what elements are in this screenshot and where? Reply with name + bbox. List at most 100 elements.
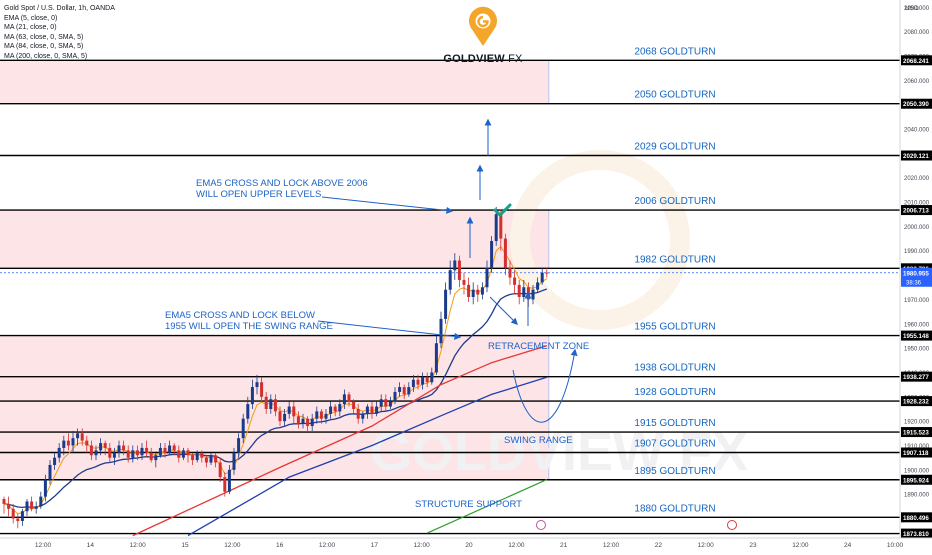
level-price-tag-text: 2068.241 <box>903 58 929 65</box>
price-tick: 2040.000 <box>904 128 930 134</box>
candle-body <box>269 399 273 409</box>
candle-body <box>122 445 126 451</box>
time-tick: 12:00 <box>130 542 147 549</box>
goldturn-label-6: 1938 GOLDTURN <box>634 363 715 374</box>
candle-body <box>172 445 176 451</box>
goldturn-label-9: 1907 GOLDTURN <box>634 439 715 450</box>
candle-body <box>241 418 245 439</box>
candle-body <box>43 479 47 497</box>
candle <box>241 413 245 444</box>
candle <box>273 394 277 417</box>
candle-body <box>379 399 383 407</box>
time-tick: 12:00 <box>508 542 525 549</box>
goldturn-label-5: 1955 GOLDTURN <box>634 322 715 333</box>
level-price-tag-text: 1928.232 <box>903 399 929 406</box>
candle <box>195 450 199 463</box>
candle-body <box>117 445 121 453</box>
logo-brand: GOLDVIEW <box>443 53 505 65</box>
candle-body <box>485 267 489 288</box>
candle-body <box>476 289 480 295</box>
level-price-tag <box>901 528 932 539</box>
candle-body <box>292 406 296 417</box>
candle <box>80 428 84 446</box>
candle <box>462 272 466 295</box>
candle <box>287 401 291 419</box>
time-axis-layer: 12:00 14 12:00 15 12:00 16 12:00 17 12:00 20 12:00… <box>0 537 932 550</box>
current-price-tag <box>901 267 932 287</box>
candle <box>361 411 365 424</box>
candle-body <box>536 282 540 290</box>
candle-body <box>434 343 438 373</box>
candle-body <box>499 214 503 239</box>
candle-body <box>494 214 498 242</box>
price-axis-unit: USD <box>905 5 919 12</box>
candle-body <box>71 438 75 446</box>
price-tick: 1970.000 <box>904 298 930 304</box>
candle <box>204 455 208 468</box>
candle <box>388 396 392 409</box>
time-tick: 12:00 <box>35 542 52 549</box>
indicator-ma200[interactable]: MA (200, close, 0, SMA, 5) <box>4 52 88 60</box>
time-tick: 10:00 <box>887 542 904 549</box>
indicator-ema5[interactable]: EMA (5, close, 0) <box>4 14 58 22</box>
candle <box>347 391 351 407</box>
candle <box>517 279 521 305</box>
candle-body <box>398 387 402 392</box>
candle-body <box>39 496 43 507</box>
candle <box>85 435 89 453</box>
candle <box>310 413 314 431</box>
candle-body <box>278 411 282 422</box>
goldturn-label-3: 2006 GOLDTURN <box>634 196 715 207</box>
candle <box>536 277 540 293</box>
annotation-lower-line2: 1955 WILL OPEN THE SWING RANGE <box>165 321 333 332</box>
candle-body <box>218 462 222 478</box>
candle-body <box>329 406 333 414</box>
candle-body <box>255 382 259 388</box>
level-price-tag-text: 2050.390 <box>903 101 929 108</box>
candle-body <box>333 406 337 412</box>
candle <box>338 399 342 417</box>
price-tick: 1990.000 <box>904 249 930 255</box>
candle <box>476 284 480 302</box>
candle-body <box>135 450 139 456</box>
arrow-to-2006 <box>321 196 454 214</box>
candle <box>278 406 282 427</box>
indicator-ma84[interactable]: MA (84, close, 0, SMA, 5) <box>4 43 84 51</box>
candle-body <box>508 267 512 278</box>
indicator-ma21[interactable]: MA (21, close, 0) <box>4 24 57 32</box>
indicator-ma63[interactable]: MA (63, close, 0, SMA, 5) <box>4 33 84 41</box>
candle <box>108 443 112 463</box>
candle <box>365 404 369 419</box>
time-tick: 15 <box>181 542 189 549</box>
candle <box>53 452 57 470</box>
time-tick: 14 <box>87 542 95 549</box>
candle <box>342 389 346 409</box>
candle-body <box>306 418 310 427</box>
candle <box>25 499 29 517</box>
logo-suffix: FX <box>508 53 523 65</box>
candle-body <box>200 452 204 458</box>
price-tick: 2090.000 <box>904 6 930 12</box>
candle-body <box>214 455 218 463</box>
candle <box>490 236 494 273</box>
annotation-lower-line1: EMA5 CROSS AND LOCK BELOW <box>165 310 315 321</box>
symbol-line[interactable]: Gold Spot / U.S. Dollar, 1h, OANDA <box>4 5 115 12</box>
candle <box>186 447 190 463</box>
price-tick: 1890.000 <box>904 493 930 499</box>
candle-body <box>76 433 80 439</box>
level-price-tag <box>901 98 932 109</box>
level-price-tag-text: 2029.121 <box>903 153 929 160</box>
candle <box>76 428 80 446</box>
candle <box>508 260 512 285</box>
candle-body <box>287 406 291 414</box>
candle <box>439 311 443 349</box>
candle <box>181 447 185 461</box>
candle <box>421 372 425 390</box>
goldturn-label-2: 2029 GOLDTURN <box>634 142 715 153</box>
level-price-tag-text: 1907.118 <box>903 450 929 457</box>
candle-body <box>480 287 484 295</box>
candle <box>168 440 172 456</box>
candle-body <box>237 438 241 453</box>
